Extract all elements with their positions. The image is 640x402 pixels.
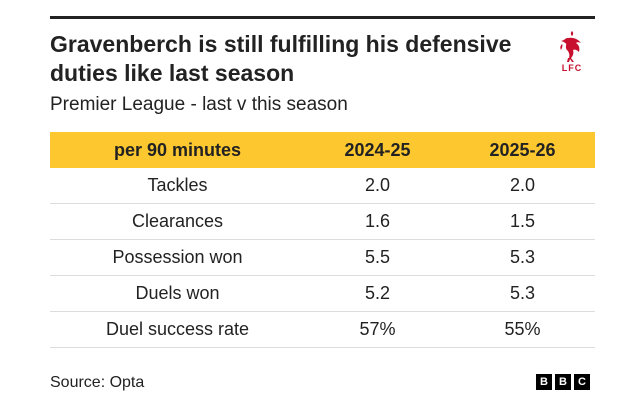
row-value-2025-26: 5.3 [450, 239, 595, 276]
row-metric-label: Duel success rate [50, 311, 305, 348]
row-value-2025-26: 5.3 [450, 275, 595, 312]
table-row: Clearances 1.6 1.5 [50, 203, 595, 240]
row-metric-label: Duels won [50, 275, 305, 312]
row-value-2024-25: 2.0 [305, 168, 450, 204]
row-value-2024-25: 57% [305, 311, 450, 348]
table-header-row: per 90 minutes 2024-25 2025-26 [50, 132, 595, 168]
club-logo-text: LFC [561, 63, 583, 73]
bbc-logo-letter: C [574, 374, 590, 390]
table-row: Tackles 2.0 2.0 [50, 168, 595, 204]
row-value-2025-26: 55% [450, 311, 595, 348]
source-note: Source: Opta [50, 374, 145, 391]
column-header-season-2024-25: 2024-25 [305, 132, 450, 168]
bbc-logo: B B C [536, 374, 590, 390]
bbc-logo-letter: B [536, 374, 552, 390]
liver-bird-icon [560, 31, 581, 62]
club-logo: LFC [551, 30, 593, 76]
column-header-season-2025-26: 2025-26 [450, 132, 595, 168]
row-metric-label: Possession won [50, 239, 305, 276]
row-metric-label: Clearances [50, 203, 305, 240]
column-header-metric: per 90 minutes [50, 132, 305, 168]
table-row: Duel success rate 57% 55% [50, 311, 595, 348]
top-rule [50, 16, 595, 19]
row-value-2024-25: 5.2 [305, 275, 450, 312]
row-metric-label: Tackles [50, 168, 305, 204]
stats-table: per 90 minutes 2024-25 2025-26 Tackles 2… [50, 132, 595, 348]
bbc-logo-letter: B [555, 374, 571, 390]
table-row: Duels won 5.2 5.3 [50, 275, 595, 312]
page-title: Gravenberch is still fulfilling his defe… [50, 31, 512, 86]
table-row: Possession won 5.5 5.3 [50, 239, 595, 276]
row-value-2024-25: 5.5 [305, 239, 450, 276]
subtitle: Premier League - last v this season [50, 94, 348, 115]
row-value-2024-25: 1.6 [305, 203, 450, 240]
row-value-2025-26: 2.0 [450, 168, 595, 204]
row-value-2025-26: 1.5 [450, 203, 595, 240]
